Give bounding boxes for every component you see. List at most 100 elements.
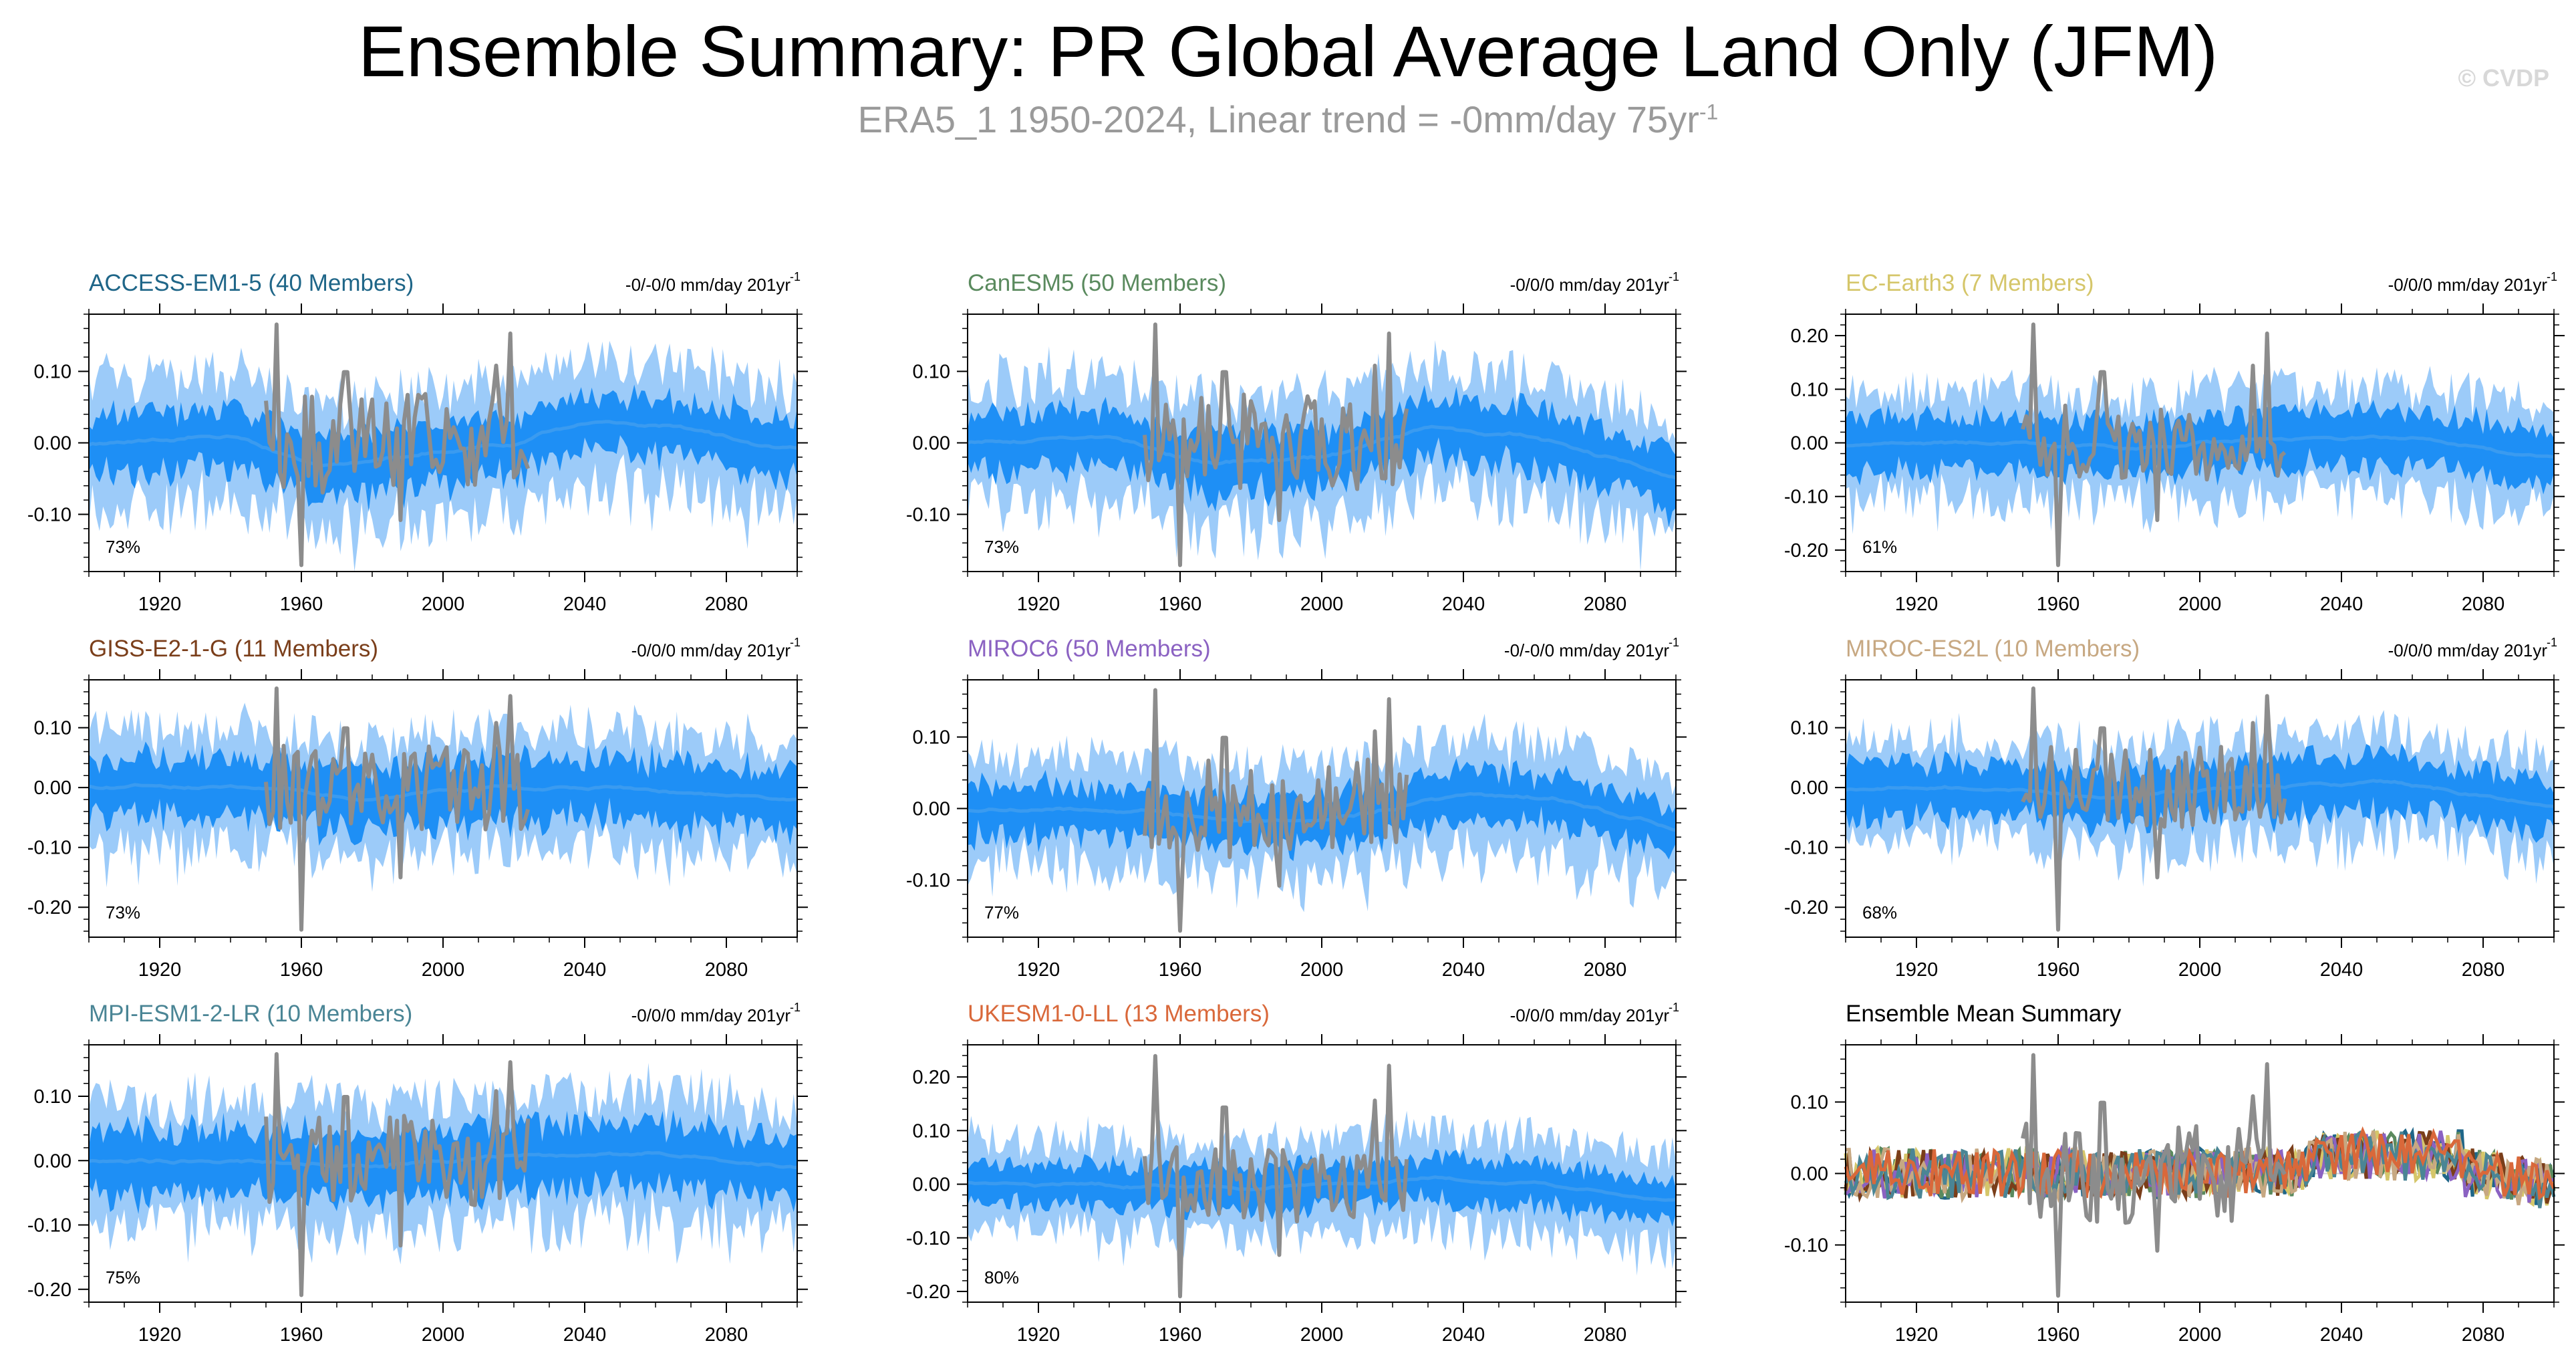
chart-3-trend-superscript: -1 [2547,270,2557,283]
chart-2-trend-label: -0/0/0 mm/day 201yr [1510,275,1670,295]
chart-8-y-tick-label: -0.10 [906,1228,950,1249]
chart-1-x-tick-label: 1920 [138,594,182,615]
chart-7-title: MPI-ESM1-2-LR (10 Members) [89,1001,412,1027]
chart-9-x-tick-label: 2080 [2462,1324,2505,1346]
chart-6-x-tick-label: 1920 [1895,959,1939,981]
chart-5-x-tick-label: 2000 [1300,959,1344,981]
chart-3-percent-label: 61% [1862,537,1897,557]
chart-7-percent-label: 75% [106,1267,140,1287]
chart-8-x-tick-label: 1960 [1159,1324,1202,1346]
chart-3-ensemble-mean-line [1845,434,2555,459]
chart-8-title: UKESM1-0-LL (13 Members) [968,1001,1270,1027]
chart-5-trend-superscript: -1 [1669,636,1679,649]
page-title: Ensemble Summary: PR Global Average Land… [357,11,2219,92]
chart-3-y-tick-label: 0.00 [1791,433,1828,455]
chart-5-title: MIROC6 (50 Members) [968,636,1211,662]
chart-9-y-tick-label: 0.00 [1791,1164,1828,1185]
chart-3-x-tick-label: 2040 [2320,594,2364,615]
chart-4-y-tick-label: 0.10 [34,718,71,739]
chart-6-title: MIROC-ES2L (10 Members) [1846,636,2140,662]
page-subtitle: ERA5_1 1950-2024, Linear trend = -0mm/da… [0,98,2576,141]
chart-4-x-tick-label: 2000 [422,959,465,981]
subtitle-superscript: -1 [1699,100,1719,124]
chart-5-percent-label: 77% [984,902,1019,922]
chart-4-trend-label: -0/0/0 mm/day 201yr [631,640,791,660]
chart-3-x-tick-label: 1960 [2037,594,2080,615]
chart-4-title: GISS-E2-1-G (11 Members) [89,636,378,662]
chart-1-observations-line [264,322,531,568]
chart-8-x-tick-label: 2040 [1442,1324,1485,1346]
chart-4: GISS-E2-1-G (11 Members) -0/0/0 mm/day 20… [27,636,808,981]
chart-6-x-tick-label: 2040 [2320,959,2364,981]
chart-2-observations-line [1143,322,1409,568]
chart-7-y-tick-label: 0.10 [34,1086,71,1108]
chart-1-x-tick-label: 2080 [705,594,748,615]
chart-1-x-tick-label: 1960 [280,594,323,615]
chart-4-y-tick-label: -0.20 [27,897,71,918]
chart-9-x-tick-label: 2000 [2178,1324,2222,1346]
chart-6-x-tick-label: 2000 [2178,959,2222,981]
chart-8-x-tick-label: 2080 [1584,1324,1627,1346]
chart-6-trend-superscript: -1 [2547,636,2557,649]
chart-3-y-tick-label: 0.20 [1791,326,1828,347]
chart-7-y-tick-label: -0.20 [27,1279,71,1301]
chart-8-ensemble-mean-line [967,1175,1677,1202]
chart-5-x-tick-label: 2040 [1442,959,1485,981]
chart-2-y-tick-label: -0.10 [906,504,950,525]
chart-8-inner-band [968,1148,1676,1227]
chart-7-y-tick-label: -0.10 [27,1215,71,1237]
chart-7-x-tick-label: 2000 [422,1324,465,1346]
chart-4-x-tick-label: 1920 [138,959,182,981]
chart-7-trend-superscript: -1 [790,1001,801,1014]
chart-5-observations-line [1143,688,1409,933]
chart-3-y-tick-label: 0.10 [1791,379,1828,400]
chart-8-y-tick-label: -0.20 [906,1281,950,1303]
chart-4-percent-label: 73% [106,902,140,922]
chart-5-trend-label: -0/-0/0 mm/day 201yr [1504,640,1669,660]
subtitle-text: ERA5_1 1950-2024, Linear trend = -0mm/da… [857,98,1699,140]
chart-4-x-tick-label: 2040 [563,959,607,981]
chart-5-y-tick-label: 0.00 [913,799,950,820]
chart-2-title: CanESM5 (50 Members) [968,270,1226,296]
chart-1-y-tick-label: -0.10 [27,504,71,525]
chart-1-title: ACCESS-EM1-5 (40 Members) [89,270,414,296]
chart-6: MIROC-ES2L (10 Members) -0/0/0 mm/day 201… [1784,636,2565,981]
chart-3-x-tick-label: 2080 [2462,594,2505,615]
chart-2-x-tick-label: 2040 [1442,594,1485,615]
chart-2: CanESM5 (50 Members) -0/0/0 mm/day 201yr-… [906,270,1687,615]
chart-8-trend-superscript: -1 [1669,1001,1679,1014]
chart-7-x-tick-label: 1920 [138,1324,182,1346]
chart-3-title: EC-Earth3 (7 Members) [1846,270,2094,296]
chart-6-x-tick-label: 2080 [2462,959,2505,981]
chart-5: MIROC6 (50 Members) -0/-0/0 mm/day 201yr-… [906,636,1687,981]
chart-1-y-tick-label: 0.10 [34,362,71,383]
chart-4-x-tick-label: 2080 [705,959,748,981]
chart-4-y-tick-label: -0.10 [27,838,71,859]
chart-6-observations-line [2021,686,2287,932]
chart-6-ensemble-mean-line [1845,779,2555,808]
chart-1-y-tick-label: 0.00 [34,433,71,455]
copyright-watermark: © CVDP [2458,64,2549,92]
chart-4-y-tick-label: 0.00 [34,777,71,799]
chart-4-observations-line [264,686,531,932]
chart-3-x-tick-label: 1920 [1895,594,1939,615]
chart-8-trend-label: -0/0/0 mm/day 201yr [1510,1005,1670,1025]
chart-2-ensemble-mean-line [967,424,1677,480]
chart-6-y-tick-label: 0.00 [1791,777,1828,799]
chart-7-y-tick-label: 0.00 [34,1150,71,1172]
chart-2-trend-superscript: -1 [1669,270,1679,283]
chart-2-percent-label: 73% [984,537,1019,557]
chart-1-x-tick-label: 2040 [563,594,607,615]
chart-6-y-tick-label: 0.10 [1791,718,1828,739]
chart-1-trend-superscript: -1 [790,270,801,283]
chart-7: MPI-ESM1-2-LR (10 Members) -0/0/0 mm/day … [27,1001,808,1346]
chart-6-trend-label: -0/0/0 mm/day 201yr [2388,640,2548,660]
chart-9-x-tick-label: 2040 [2320,1324,2364,1346]
chart-3: EC-Earth3 (7 Members) -0/0/0 mm/day 201yr… [1784,270,2565,615]
chart-9: Ensemble Mean Summary 1920 1960 2000 2040 208… [1784,1001,2565,1346]
chart-9-x-tick-label: 1920 [1895,1324,1939,1346]
chart-6-percent-label: 68% [1862,902,1897,922]
chart-6-x-tick-label: 1960 [2037,959,2080,981]
chart-6-y-tick-label: -0.10 [1784,838,1828,859]
